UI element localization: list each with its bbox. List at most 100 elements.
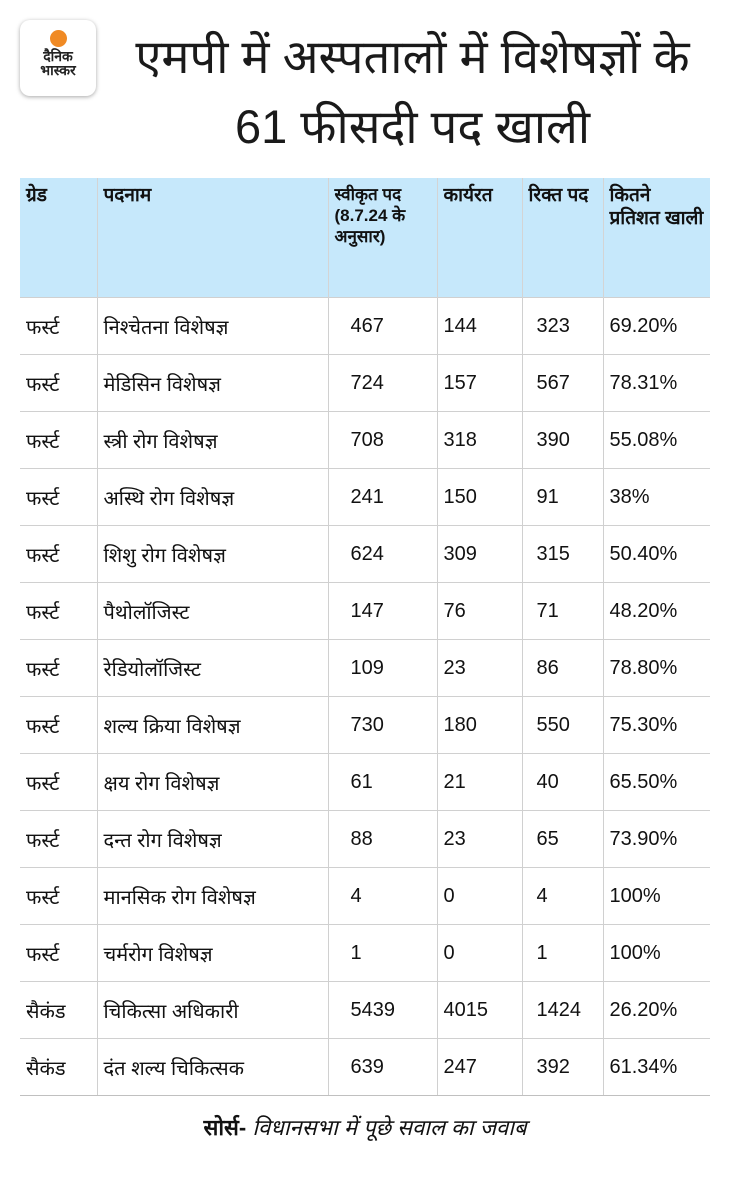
- table-row: फर्स्ट अस्थि रोग विशेषज्ञ 241 150 91 38%: [20, 468, 710, 526]
- cell-vacant: 323: [521, 297, 603, 355]
- cell-grade: फर्स्ट: [20, 753, 97, 811]
- cell-grade: सैकंड: [20, 1038, 97, 1096]
- cell-working: 150: [436, 468, 522, 526]
- cell-sanctioned: 467: [327, 297, 437, 355]
- cell-post: रेडियोलॉजिस्ट: [96, 639, 328, 697]
- header-vacant: रिक्त पद: [521, 178, 603, 298]
- cell-sanctioned: 730: [327, 696, 437, 754]
- table-row: फर्स्ट मेडिसिन विशेषज्ञ 724 157 567 78.31%: [20, 354, 710, 412]
- header-percent-vacant: कितने प्रतिशत खाली: [602, 178, 710, 298]
- cell-percent-vacant: 61.34%: [602, 1038, 710, 1096]
- header-post: पदनाम: [96, 178, 328, 298]
- cell-vacant: 390: [521, 411, 603, 469]
- cell-vacant: 91: [521, 468, 603, 526]
- cell-vacant: 71: [521, 582, 603, 640]
- cell-grade: फर्स्ट: [20, 468, 97, 526]
- cell-vacant: 392: [521, 1038, 603, 1096]
- cell-post: दन्त रोग विशेषज्ञ: [96, 810, 328, 868]
- header-sanctioned: स्वीकृत पद (8.7.24 के अनुसार): [327, 178, 437, 298]
- cell-sanctioned: 241: [327, 468, 437, 526]
- cell-percent-vacant: 69.20%: [602, 297, 710, 355]
- cell-post: शिशु रोग विशेषज्ञ: [96, 525, 328, 583]
- cell-sanctioned: 147: [327, 582, 437, 640]
- cell-percent-vacant: 100%: [602, 867, 710, 925]
- cell-percent-vacant: 65.50%: [602, 753, 710, 811]
- source-label: सोर्स-: [203, 1115, 247, 1140]
- cell-post: अस्थि रोग विशेषज्ञ: [96, 468, 328, 526]
- cell-grade: सैकंड: [20, 981, 97, 1039]
- cell-percent-vacant: 26.20%: [602, 981, 710, 1039]
- source-note: सोर्स- विधानसभा में पूछे सवाल का जवाब: [0, 1112, 730, 1142]
- cell-sanctioned: 61: [327, 753, 437, 811]
- cell-percent-vacant: 73.90%: [602, 810, 710, 868]
- cell-vacant: 4: [521, 867, 603, 925]
- table-row: फर्स्ट निश्चेतना विशेषज्ञ 467 144 323 69.20%: [20, 297, 710, 355]
- cell-grade: फर्स्ट: [20, 639, 97, 697]
- vacancy-table: ग्रेड पदनाम स्वीकृत पद (8.7.24 के अनुसार…: [20, 178, 710, 1096]
- cell-post: शल्य क्रिया विशेषज्ञ: [96, 696, 328, 754]
- logo-sun-icon: [49, 30, 67, 47]
- cell-percent-vacant: 78.80%: [602, 639, 710, 697]
- cell-working: 23: [436, 639, 522, 697]
- cell-grade: फर्स्ट: [20, 525, 97, 583]
- cell-percent-vacant: 50.40%: [602, 525, 710, 583]
- cell-sanctioned: 5439: [327, 981, 437, 1039]
- dainik-bhaskar-logo: दैनिक भास्कर: [20, 20, 96, 96]
- cell-working: 0: [436, 867, 522, 925]
- cell-sanctioned: 708: [327, 411, 437, 469]
- cell-working: 76: [436, 582, 522, 640]
- header-grade: ग्रेड: [20, 178, 97, 298]
- table-row: फर्स्ट रेडियोलॉजिस्ट 109 23 86 78.80%: [20, 639, 710, 697]
- cell-vacant: 315: [521, 525, 603, 583]
- cell-grade: फर्स्ट: [20, 867, 97, 925]
- cell-vacant: 40: [521, 753, 603, 811]
- cell-post: निश्चेतना विशेषज्ञ: [96, 297, 328, 355]
- cell-grade: फर्स्ट: [20, 582, 97, 640]
- cell-post: चिकित्सा अधिकारी: [96, 981, 328, 1039]
- source-text: विधानसभा में पूछे सवाल का जवाब: [252, 1115, 527, 1140]
- cell-grade: फर्स्ट: [20, 696, 97, 754]
- logo-line-1: दैनिक: [43, 48, 73, 64]
- cell-grade: फर्स्ट: [20, 411, 97, 469]
- cell-grade: फर्स्ट: [20, 924, 97, 982]
- cell-working: 0: [436, 924, 522, 982]
- cell-sanctioned: 724: [327, 354, 437, 412]
- table-header-row: ग्रेड पदनाम स्वीकृत पद (8.7.24 के अनुसार…: [20, 178, 710, 298]
- cell-percent-vacant: 78.31%: [602, 354, 710, 412]
- cell-working: 21: [436, 753, 522, 811]
- table-row: फर्स्ट क्षय रोग विशेषज्ञ 61 21 40 65.50%: [20, 753, 710, 811]
- cell-working: 144: [436, 297, 522, 355]
- cell-sanctioned: 88: [327, 810, 437, 868]
- cell-working: 4015: [436, 981, 522, 1039]
- cell-grade: फर्स्ट: [20, 810, 97, 868]
- cell-sanctioned: 4: [327, 867, 437, 925]
- cell-working: 318: [436, 411, 522, 469]
- cell-vacant: 65: [521, 810, 603, 868]
- table-row: फर्स्ट चर्मरोग विशेषज्ञ 1 0 1 100%: [20, 924, 710, 982]
- table-row: फर्स्ट शल्य क्रिया विशेषज्ञ 730 180 550 75.30…: [20, 696, 710, 754]
- cell-percent-vacant: 75.30%: [602, 696, 710, 754]
- cell-vacant: 86: [521, 639, 603, 697]
- cell-post: दंत शल्य चिकित्सक: [96, 1038, 328, 1096]
- cell-working: 157: [436, 354, 522, 412]
- cell-working: 309: [436, 525, 522, 583]
- table-row: फर्स्ट शिशु रोग विशेषज्ञ 624 309 315 50.40%: [20, 525, 710, 583]
- table-row: सैकंड चिकित्सा अधिकारी 5439 4015 1424 26.20%: [20, 981, 710, 1039]
- table-row: फर्स्ट स्त्री रोग विशेषज्ञ 708 318 390 55.08%: [20, 411, 710, 469]
- header-working: कार्यरत: [436, 178, 522, 298]
- cell-grade: फर्स्ट: [20, 354, 97, 412]
- logo-line-2: भास्कर: [40, 62, 76, 78]
- cell-vacant: 550: [521, 696, 603, 754]
- cell-post: क्षय रोग विशेषज्ञ: [96, 753, 328, 811]
- cell-post: चर्मरोग विशेषज्ञ: [96, 924, 328, 982]
- table-row: फर्स्ट पैथोलॉजिस्ट 147 76 71 48.20%: [20, 582, 710, 640]
- cell-sanctioned: 624: [327, 525, 437, 583]
- cell-post: मेडिसिन विशेषज्ञ: [96, 354, 328, 412]
- cell-percent-vacant: 38%: [602, 468, 710, 526]
- cell-percent-vacant: 55.08%: [602, 411, 710, 469]
- cell-post: मानसिक रोग विशेषज्ञ: [96, 867, 328, 925]
- cell-post: स्त्री रोग विशेषज्ञ: [96, 411, 328, 469]
- cell-grade: फर्स्ट: [20, 297, 97, 355]
- cell-vacant: 1: [521, 924, 603, 982]
- cell-working: 247: [436, 1038, 522, 1096]
